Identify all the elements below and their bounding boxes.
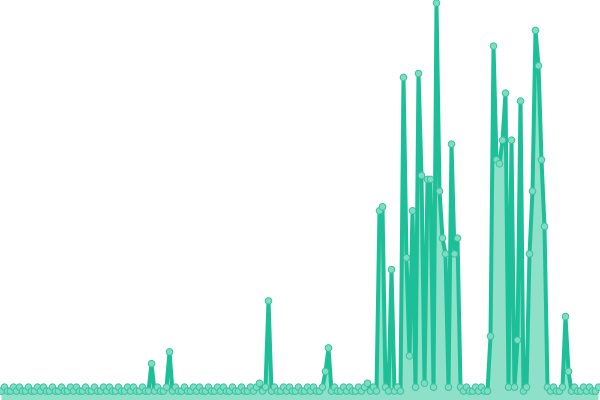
- data-point: [594, 383, 600, 391]
- data-point: [378, 203, 387, 211]
- data-point: [147, 359, 156, 368]
- data-point: [495, 159, 504, 168]
- data-point: [324, 344, 333, 352]
- data-point: [561, 312, 570, 321]
- data-point: [483, 387, 492, 395]
- data-point: [447, 140, 456, 148]
- data-point: [486, 332, 495, 341]
- data-point: [408, 206, 417, 215]
- data-point: [558, 383, 567, 391]
- data-point: [525, 250, 534, 258]
- data-point: [396, 387, 405, 395]
- data-point: [429, 383, 438, 391]
- data-point: [402, 253, 411, 262]
- data-point: [531, 26, 540, 35]
- data-point: [399, 73, 408, 82]
- data-point: [513, 336, 522, 344]
- data-point: [453, 234, 462, 242]
- data-point: [387, 265, 396, 274]
- data-point: [162, 383, 171, 391]
- data-point: [264, 297, 273, 305]
- data-point: [435, 187, 444, 195]
- data-point: [564, 367, 573, 376]
- data-point: [528, 187, 537, 195]
- data-point: [318, 383, 327, 391]
- data-point: [255, 379, 264, 388]
- data-point: [441, 250, 450, 258]
- data-point: [432, 0, 441, 7]
- data-point: [540, 222, 549, 231]
- data-point: [411, 383, 420, 391]
- data-point: [516, 97, 525, 105]
- area-fill: [1, 3, 599, 400]
- data-point: [450, 250, 459, 258]
- data-point: [405, 352, 414, 360]
- data-point: [363, 379, 372, 388]
- data-point: [414, 69, 423, 78]
- data-point: [321, 367, 330, 376]
- data-point: [261, 383, 270, 391]
- data-point: [444, 383, 453, 391]
- data-point: [372, 387, 381, 395]
- data-point: [534, 61, 543, 70]
- data-point: [510, 383, 519, 391]
- data-point: [522, 383, 531, 391]
- data-point: [507, 136, 516, 144]
- data-point: [537, 156, 546, 164]
- data-point: [426, 175, 435, 184]
- data-point: [438, 234, 447, 242]
- data-point: [417, 171, 426, 180]
- data-point: [501, 89, 510, 97]
- data-point: [420, 379, 429, 388]
- data-point: [165, 348, 174, 356]
- data-point: [498, 136, 507, 144]
- data-point: [489, 42, 498, 50]
